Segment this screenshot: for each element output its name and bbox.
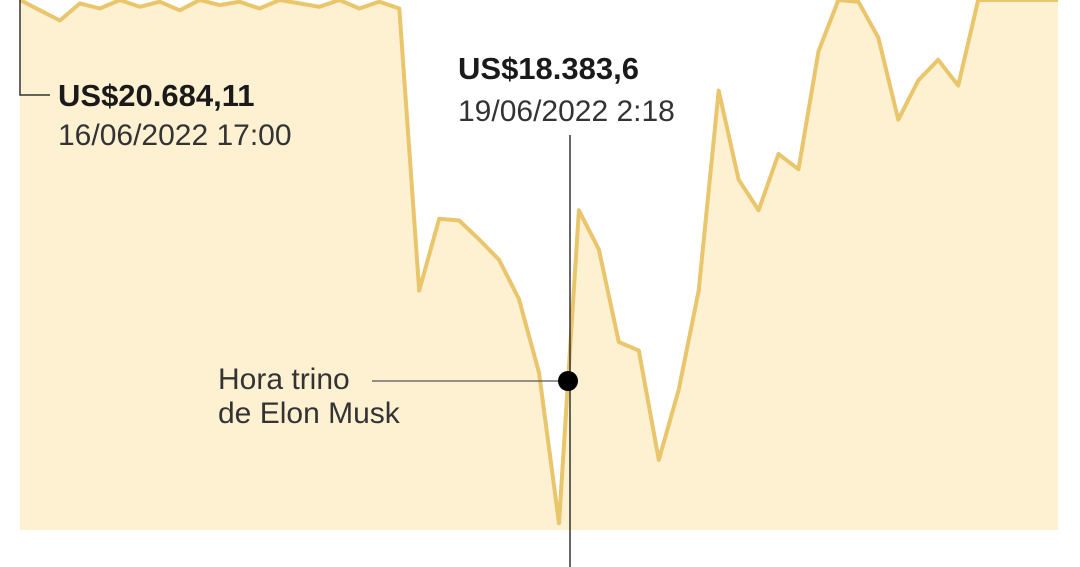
annotation-value: US$18.383,6 [458,51,639,86]
annotation-date: 19/06/2022 2:18 [458,95,675,128]
area-fill [20,0,1058,530]
tweet-marker [558,371,578,391]
plot-area [19,0,1058,530]
annotation-date: 16/06/2022 17:00 [58,119,292,152]
leader-line [19,0,50,96]
annotations: US$20.684,11 16/06/2022 17:00 US$18.383,… [19,0,675,567]
price-line [19,0,1058,526]
annotation-label: de Elon Musk [218,397,401,430]
annotation-value: US$20.684,11 [58,78,255,113]
annotation-label: Hora trino [218,363,350,396]
